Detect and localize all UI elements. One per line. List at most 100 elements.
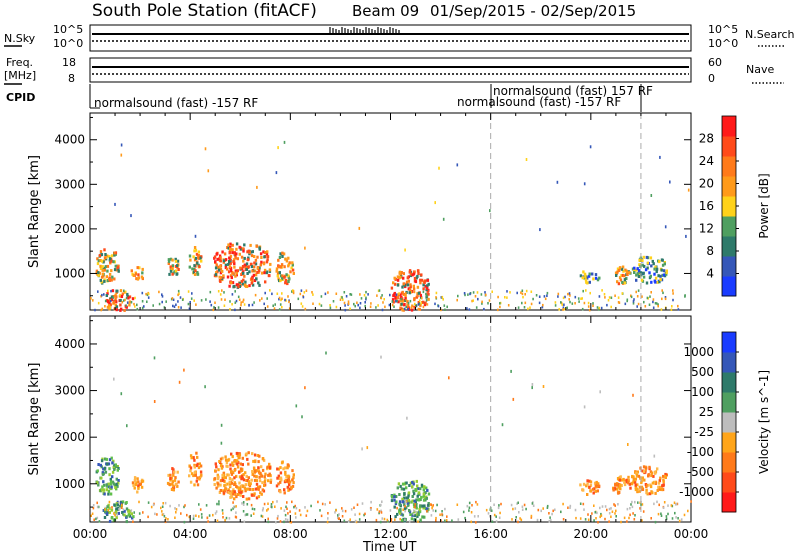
data-speckle [276,500,278,503]
data-speckle [613,503,615,506]
data-speckle [370,507,372,510]
data-cell [104,253,107,256]
data-speckle [662,506,665,509]
data-cell [188,464,191,468]
colorbar-segment [722,372,736,393]
data-speckle [287,512,289,515]
data-speckle [468,509,470,512]
data-speckle [630,295,633,299]
data-speckle [626,299,628,303]
colorbar-frame [721,331,737,513]
data-cell [286,485,289,489]
data-speckle [520,518,523,522]
data-cell [228,477,232,480]
data-speckle [437,304,440,308]
data-speckle [92,504,95,507]
data-speckle [531,502,534,505]
data-speckle [299,292,302,296]
data-speckle [305,514,308,517]
data-cell [259,263,262,267]
data-cell [400,271,403,274]
data-cell [593,481,597,485]
data-cell [656,489,659,492]
data-cell [266,255,270,259]
data-speckle [557,292,560,296]
data-cell [277,277,280,281]
data-cell [241,247,245,251]
data-cell [222,473,226,477]
data-cell [638,258,641,262]
data-cell [654,265,657,269]
data-speckle [569,294,571,297]
data-cell [427,503,430,507]
data-cell [239,462,242,466]
data-speckle [470,520,472,524]
data-cell [291,478,294,482]
data-cell [262,262,266,266]
data-cell [407,494,410,498]
data-cell [226,246,229,249]
data-speckle [380,511,383,514]
data-cell [426,488,429,492]
data-speckle [581,307,584,311]
data-speckle [278,308,281,311]
data-speckle [218,500,220,503]
data-cell [227,246,230,250]
data-cell [283,265,286,269]
data-speckle [472,299,474,302]
data-speckle [152,304,154,307]
data-cell [627,475,630,479]
data-cell [109,260,112,264]
data-cell [268,462,271,466]
data-cell [234,274,237,278]
data-cell [588,272,591,276]
data-cell [397,300,400,304]
data-cell [257,281,260,285]
data-speckle [563,308,566,311]
data-speckle [104,305,106,308]
data-speckle [264,291,266,295]
data-speckle [191,292,193,295]
data-cell [221,456,224,460]
data-cell [114,486,117,490]
data-cell [258,269,261,273]
data-cell [665,271,668,275]
data-cell [260,465,263,469]
data-cell [416,484,419,488]
data-cell [128,303,131,307]
data-cell [235,247,238,251]
data-cell [231,281,235,285]
data-speckle [364,301,366,304]
data-cell [224,263,228,267]
data-speckle [610,507,612,510]
data-speckle [195,514,197,517]
data-cell [231,478,234,482]
data-cell [662,478,665,482]
data-speckle [589,291,591,295]
data-speckle [650,517,652,520]
data-cell [621,273,625,277]
data-cell [287,474,290,478]
data-cell [171,467,174,471]
data-cell [114,293,117,297]
data-speckle [585,289,587,292]
data-cell [173,270,176,274]
data-speckle [639,507,641,510]
data-cell [417,498,420,502]
data-cell [402,276,405,280]
data-speckle [581,297,583,300]
data-speckle [677,517,679,520]
data-speckle [214,301,216,304]
data-cell [268,472,271,476]
data-speckle [660,514,663,517]
data-cell [260,256,263,259]
data-speckle [517,306,520,309]
data-speckle [317,500,319,504]
data-cell [287,264,290,268]
data-cell [256,487,259,491]
data-cell [232,272,235,276]
data-cell [621,280,624,284]
data-cell [252,273,256,277]
data-cell [250,478,253,482]
data-cell [141,267,144,271]
